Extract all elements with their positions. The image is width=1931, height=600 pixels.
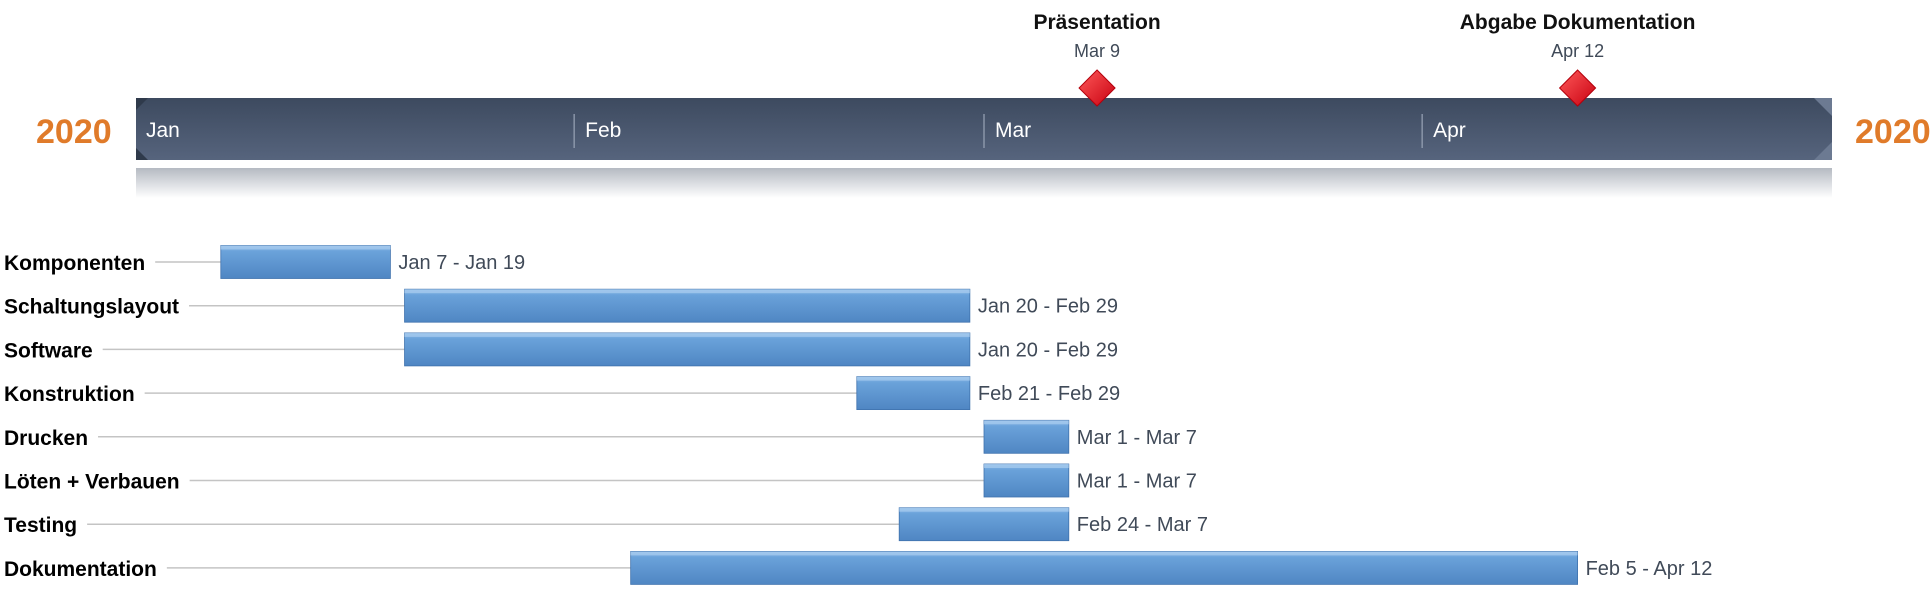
- task-bar-highlight: [220, 245, 391, 250]
- task-bar: [630, 551, 1579, 585]
- task-label: Software: [4, 339, 93, 362]
- task-label: Dokumentation: [4, 558, 157, 581]
- task-bar: [898, 507, 1070, 542]
- timeline-band-left-bevel: [136, 98, 148, 110]
- task-bar-highlight: [899, 507, 1069, 512]
- task-date-range: Feb 24 - Mar 7: [1077, 514, 1208, 536]
- milestone-title: Abgabe Dokumentation: [1460, 11, 1696, 34]
- task-bar-highlight: [984, 420, 1069, 425]
- milestones: Präsentation Mar 9 Abgabe Dokumentation Apr…: [1033, 11, 1696, 107]
- timeline-band-shadow: [136, 168, 1832, 198]
- milestone-title: Präsentation: [1033, 11, 1160, 34]
- task-date-range: Mar 1 - Mar 7: [1077, 471, 1197, 493]
- milestone-date: Apr 12: [1551, 41, 1604, 61]
- task-label: Komponenten: [4, 252, 145, 275]
- task-bar: [983, 463, 1070, 498]
- task-bar: [983, 419, 1070, 454]
- task-bar-highlight: [404, 289, 970, 294]
- task-label: Löten + Verbauen: [4, 471, 180, 494]
- year-label-right: 2020: [1855, 113, 1931, 151]
- month-label: Apr: [1433, 119, 1466, 142]
- task-label: Drucken: [4, 427, 88, 450]
- task-date-range: Feb 21 - Feb 29: [978, 383, 1120, 405]
- task-label: Testing: [4, 514, 77, 537]
- tasks: Komponenten Jan 7 - Jan 19 Schaltungslayou…: [4, 245, 1713, 585]
- month-label: Feb: [585, 119, 621, 142]
- milestone-marker: [1558, 69, 1597, 107]
- task-date-range: Jan 20 - Feb 29: [978, 296, 1118, 318]
- task-bar: [220, 245, 391, 279]
- timeline-band-right-bevel-bottom: [1814, 142, 1832, 160]
- year-label-left: 2020: [36, 113, 112, 151]
- task-bar: [856, 376, 971, 411]
- task-bar: [404, 288, 971, 323]
- timeline-band-left-bevel-bottom: [136, 148, 148, 160]
- task-bar-highlight: [404, 332, 970, 337]
- month-label: Jan: [146, 119, 180, 142]
- task-date-range: Mar 1 - Mar 7: [1077, 427, 1197, 449]
- task-bar-highlight: [984, 464, 1069, 468]
- task-bar-highlight: [630, 551, 1578, 556]
- task-bar: [404, 332, 971, 367]
- milestone-date: Mar 9: [1074, 41, 1120, 61]
- month-axis: Jan Feb Mar Apr: [146, 114, 1466, 148]
- milestone-marker: [1078, 69, 1116, 107]
- task-date-range: Feb 5 - Apr 12: [1586, 558, 1713, 580]
- task-label: Konstruktion: [4, 383, 135, 406]
- task-date-range: Jan 20 - Feb 29: [978, 339, 1118, 361]
- task-label: Schaltungslayout: [4, 296, 179, 319]
- month-label: Mar: [995, 119, 1031, 142]
- task-bar-highlight: [856, 376, 970, 381]
- timeline-band-right-bevel: [1814, 98, 1832, 116]
- task-date-range: Jan 7 - Jan 19: [398, 252, 525, 274]
